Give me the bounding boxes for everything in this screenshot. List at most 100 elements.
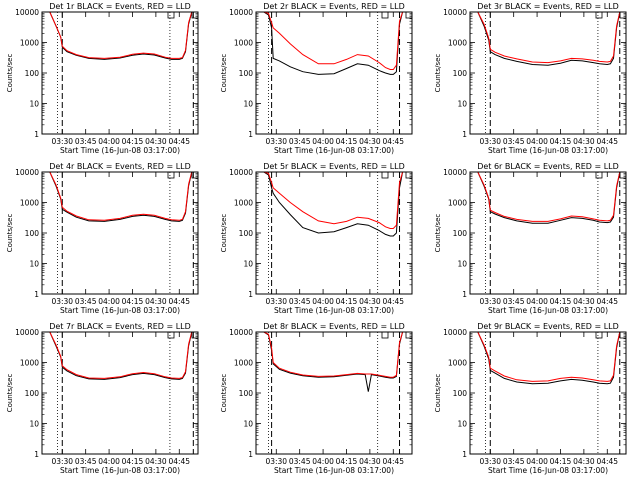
corner-marker <box>381 171 389 179</box>
y-tick-label: 100 <box>453 69 468 78</box>
x-tick-label: 04:15 <box>122 297 144 306</box>
y-tick-label: 10 <box>29 420 39 429</box>
plot-frame <box>255 331 413 455</box>
detector-panel-2: Det 2r BLACK = Events, RED = LLD 1 10 100 10… <box>220 2 413 155</box>
x-tick-label: 04:00 <box>526 457 548 466</box>
detector-panel-9: Det 9r BLACK = Events, RED = LLD 1 10 100 10… <box>434 322 627 475</box>
x-tick-label: 04:00 <box>312 457 334 466</box>
x-tick-label: 04:45 <box>382 137 404 146</box>
x-tick-label: 03:45 <box>75 457 97 466</box>
panel-title: Det 5r BLACK = Events, RED = LLD <box>263 162 405 171</box>
y-axis-label: Counts/sec <box>6 374 14 413</box>
x-tick-label: 03:30 <box>479 457 501 466</box>
x-tick-label: 04:30 <box>145 297 167 306</box>
x-tick-label: 03:45 <box>289 297 311 306</box>
plot-frame <box>41 171 199 295</box>
detector-panel-7: Det 7r BLACK = Events, RED = LLD 1 10 100 10… <box>6 322 199 475</box>
panel-title: Det 6r BLACK = Events, RED = LLD <box>477 162 619 171</box>
y-tick-label: 1 <box>34 130 39 139</box>
x-tick-label: 03:45 <box>75 297 97 306</box>
plot-frame <box>255 171 413 295</box>
lld-series-line <box>470 332 626 382</box>
x-tick-label: 04:45 <box>168 297 190 306</box>
x-tick-label: 04:30 <box>573 297 595 306</box>
y-axis-label: Counts/sec <box>220 214 228 253</box>
y-tick-label: 10000 <box>15 328 39 337</box>
x-axis-label: Start Time (16-Jun-08 03:17:00) <box>274 146 394 155</box>
panel-title: Det 1r BLACK = Events, RED = LLD <box>49 2 191 11</box>
corner-marker <box>381 11 389 19</box>
corner-marker <box>167 11 175 19</box>
x-tick-label: 04:45 <box>596 297 618 306</box>
panel-title: Det 9r BLACK = Events, RED = LLD <box>477 322 619 331</box>
y-axis-label: Counts/sec <box>6 214 14 253</box>
y-tick-label: 10000 <box>229 328 253 337</box>
y-tick-label: 1 <box>248 130 253 139</box>
x-tick-label: 03:30 <box>265 137 287 146</box>
y-tick-label: 100 <box>453 389 468 398</box>
y-tick-label: 10000 <box>229 168 253 177</box>
detector-panel-3: Det 3r BLACK = Events, RED = LLD 1 10 100 10… <box>434 2 627 155</box>
x-tick-label: 04:15 <box>336 137 358 146</box>
x-tick-label: 03:45 <box>503 137 525 146</box>
y-tick-label: 1000 <box>448 39 467 48</box>
x-tick-label: 04:15 <box>336 457 358 466</box>
x-tick-label: 03:30 <box>51 457 73 466</box>
y-tick-label: 100 <box>239 229 254 238</box>
lld-series-line <box>256 172 412 229</box>
y-tick-label: 10 <box>457 100 467 109</box>
x-tick-label: 04:15 <box>122 457 144 466</box>
panel-title: Det 8r BLACK = Events, RED = LLD <box>263 322 405 331</box>
panel-title: Det 7r BLACK = Events, RED = LLD <box>49 322 191 331</box>
detector-panel-8: Det 8r BLACK = Events, RED = LLD 1 10 100 10… <box>220 322 413 475</box>
plot-frame <box>469 11 627 135</box>
y-tick-label: 1 <box>462 290 467 299</box>
x-tick-label: 04:30 <box>145 137 167 146</box>
x-tick-label: 03:30 <box>51 297 73 306</box>
y-tick-label: 10 <box>243 260 253 269</box>
x-tick-label: 04:45 <box>382 457 404 466</box>
y-tick-label: 1 <box>462 450 467 459</box>
y-tick-label: 1000 <box>234 359 253 368</box>
x-axis-label: Start Time (16-Jun-08 03:17:00) <box>60 146 180 155</box>
events-series-line <box>42 12 198 60</box>
y-tick-label: 100 <box>453 229 468 238</box>
x-axis-label: Start Time (16-Jun-08 03:17:00) <box>488 466 608 475</box>
x-tick-label: 04:15 <box>336 297 358 306</box>
y-tick-label: 10000 <box>443 328 467 337</box>
events-series-line <box>42 332 198 380</box>
corner-marker <box>167 331 175 339</box>
x-tick-label: 04:30 <box>359 137 381 146</box>
events-series-line <box>256 332 412 392</box>
x-tick-label: 04:45 <box>382 297 404 306</box>
y-tick-label: 1 <box>462 130 467 139</box>
y-tick-label: 1 <box>34 450 39 459</box>
y-tick-label: 100 <box>25 69 40 78</box>
y-tick-label: 1000 <box>20 39 39 48</box>
events-series-line <box>42 172 198 222</box>
x-tick-label: 04:00 <box>312 297 334 306</box>
y-tick-label: 1000 <box>20 359 39 368</box>
y-tick-label: 1000 <box>448 359 467 368</box>
plot-frame <box>469 331 627 455</box>
x-tick-label: 04:00 <box>98 297 120 306</box>
x-tick-label: 04:30 <box>145 457 167 466</box>
corner-marker <box>167 171 175 179</box>
x-axis-label: Start Time (16-Jun-08 03:17:00) <box>60 466 180 475</box>
y-tick-label: 100 <box>25 389 40 398</box>
lld-series-line <box>256 332 412 378</box>
y-axis-label: Counts/sec <box>220 374 228 413</box>
y-tick-label: 10 <box>457 260 467 269</box>
y-tick-label: 10 <box>243 100 253 109</box>
corner-marker <box>381 331 389 339</box>
plot-frame <box>469 171 627 295</box>
x-tick-label: 04:30 <box>359 297 381 306</box>
y-tick-label: 1000 <box>20 199 39 208</box>
events-series-line <box>470 12 626 66</box>
plot-frame <box>255 11 413 135</box>
x-tick-label: 04:15 <box>550 137 572 146</box>
y-tick-label: 1000 <box>448 199 467 208</box>
detector-panel-5: Det 5r BLACK = Events, RED = LLD 1 10 100 10… <box>220 162 413 315</box>
y-tick-label: 1 <box>248 450 253 459</box>
y-tick-label: 10000 <box>443 168 467 177</box>
